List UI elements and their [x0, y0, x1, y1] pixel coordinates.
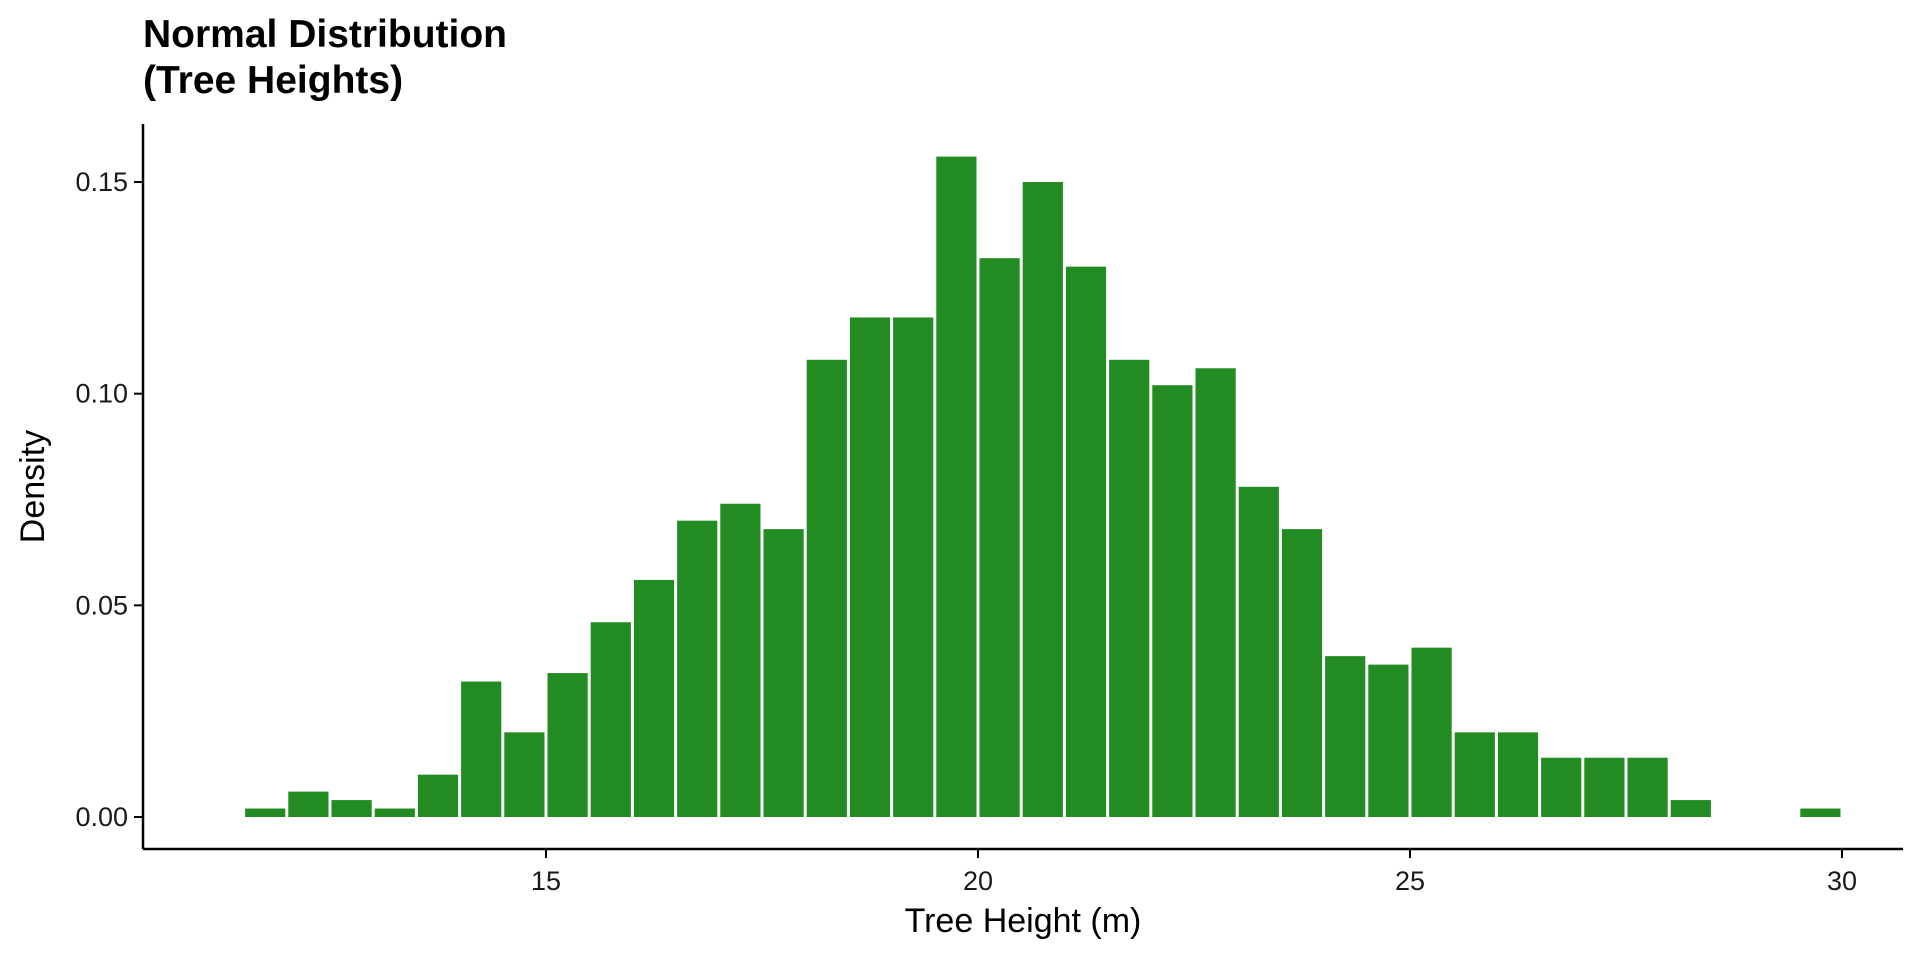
- x-axis-title: Tree Height (m): [905, 902, 1142, 940]
- histogram-bar: [590, 622, 631, 817]
- x-tick-label: 25: [1395, 866, 1425, 896]
- chart-title-line-2: (Tree Heights): [143, 59, 404, 102]
- histogram-bar: [1800, 808, 1841, 817]
- y-axis-title: Density: [14, 430, 52, 543]
- histogram-bar: [374, 808, 415, 817]
- bars-group: [245, 156, 1841, 818]
- histogram-bar: [1670, 800, 1711, 817]
- histogram-bar: [1584, 757, 1625, 817]
- histogram-bar: [677, 520, 718, 817]
- histogram-bar: [1238, 486, 1279, 817]
- chart-title-line-1: Normal Distribution: [143, 13, 508, 56]
- histogram-bar: [1541, 757, 1582, 817]
- histogram-bar: [936, 156, 977, 818]
- histogram-bar: [979, 258, 1020, 817]
- histogram-bar: [893, 317, 934, 817]
- histogram-bar: [633, 579, 675, 817]
- histogram-bar: [331, 800, 372, 817]
- x-tick-label: 20: [963, 866, 993, 896]
- histogram-bar: [1065, 266, 1107, 818]
- histogram-bar: [547, 673, 588, 817]
- histogram-bar: [417, 774, 459, 817]
- y-ticks-group: 0.00 0.05 0.10 0.15: [75, 167, 143, 832]
- histogram-bar: [1281, 529, 1323, 817]
- histogram-bar: [763, 529, 804, 817]
- x-tick-label: 15: [531, 866, 561, 896]
- histogram-bar: [1454, 732, 1495, 817]
- histogram-bar: [288, 791, 329, 817]
- histogram-bar: [461, 681, 502, 817]
- histogram-bar: [720, 503, 761, 817]
- histogram-bar: [1152, 385, 1193, 817]
- histogram-bar: [1325, 656, 1366, 817]
- chart-title: Normal Distribution (Tree Heights): [143, 12, 507, 104]
- histogram-bar: [1497, 732, 1539, 817]
- histogram-bar: [1368, 664, 1409, 817]
- histogram-bar: [1627, 757, 1668, 817]
- histogram-bar: [806, 359, 847, 817]
- y-tick-label: 0.10: [75, 379, 128, 409]
- y-tick-label: 0.05: [75, 590, 128, 620]
- histogram-bar: [504, 732, 545, 817]
- x-tick-label: 30: [1827, 866, 1857, 896]
- y-tick-label: 0.15: [75, 167, 128, 197]
- histogram-bar: [1109, 359, 1150, 817]
- x-ticks-group: 15 20 25 30: [531, 849, 1857, 896]
- histogram-bar: [1022, 182, 1063, 817]
- histogram-bar: [1195, 368, 1236, 817]
- histogram-bar: [1411, 647, 1452, 817]
- histogram-bar: [245, 808, 286, 817]
- y-tick-label: 0.00: [75, 802, 128, 832]
- histogram-bar: [849, 317, 891, 817]
